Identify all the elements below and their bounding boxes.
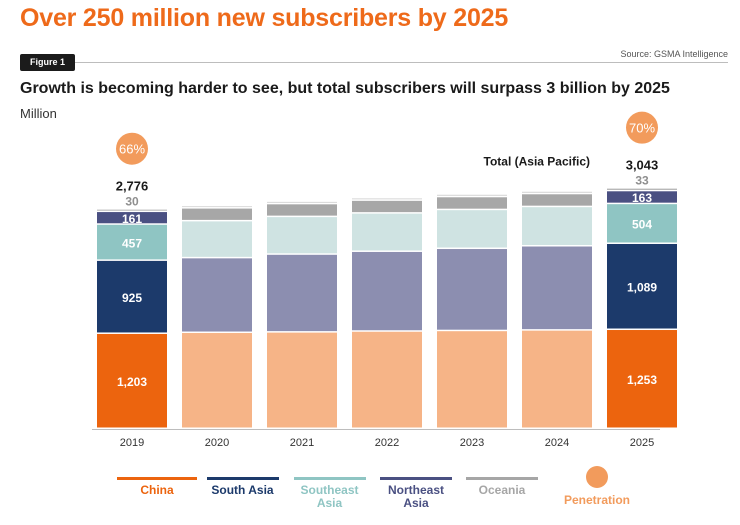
data-label-northeast-asia-2019: 161 [122, 212, 142, 226]
data-label-south-asia-2019: 925 [122, 291, 142, 305]
data-label-china-2025: 1,253 [627, 373, 657, 387]
legend-swatch-oceania [466, 477, 538, 480]
bar-china-2023 [437, 331, 507, 428]
legend-item-southeast-asia: Southeast Asia [292, 477, 367, 510]
data-label-china-2019: 1,203 [117, 375, 147, 389]
legend-label-oceania: Oceania [478, 483, 526, 497]
data-label-southeast-asia-2025: 504 [632, 218, 652, 232]
x-tick-label-2019: 2019 [120, 437, 144, 449]
bar-southeast-asia-2021 [267, 217, 337, 254]
bar-china-2022 [352, 331, 422, 428]
bar-southeast-asia-2023 [437, 210, 507, 248]
legend-swatch-china [117, 477, 197, 480]
legend-swatch-south-asia [206, 477, 279, 480]
legend-label-penetration: Penetration [563, 493, 630, 507]
bar-south-asia-2024 [522, 246, 592, 330]
bar-northeast-asia-2019 [97, 212, 167, 224]
bar-southeast-asia-2024 [522, 207, 592, 246]
source-note: Source: GSMA Intelligence [620, 49, 728, 59]
bar-china-2019 [97, 333, 167, 428]
bar-southeast-asia-2025 [607, 204, 677, 243]
legend-item-south-asia: South Asia [200, 477, 285, 497]
bar-oceania-2025 [607, 188, 677, 190]
bar-oceania-2020 [182, 206, 252, 208]
legend-label-southeast-asia: Southeast Asia [300, 483, 359, 510]
bar-northeast-asia-2023 [437, 197, 507, 209]
legend-swatch-penetration [586, 466, 608, 488]
bar-oceania-2022 [352, 198, 422, 200]
x-tick-label-2025: 2025 [630, 437, 654, 449]
penetration-label-2025: 70% [629, 121, 655, 136]
bar-northeast-asia-2022 [352, 200, 422, 213]
x-tick-label-2022: 2022 [375, 437, 399, 449]
data-label-oceania-2025: 33 [635, 174, 649, 188]
legend-item-china: China [112, 477, 202, 497]
bar-northeast-asia-2020 [182, 208, 252, 220]
bar-southeast-asia-2020 [182, 221, 252, 257]
bar-southeast-asia-2019 [97, 224, 167, 260]
stacked-bar-chart: 1,203 925 457 161 30 2019 2,776 66% 2020 2021 2022… [92, 111, 677, 449]
legend-label-northeast-asia: Northeast Asia [387, 483, 444, 510]
bar-northeast-asia-2024 [522, 194, 592, 206]
bar-south-asia-2022 [352, 251, 422, 331]
bar-oceania-2019 [97, 209, 167, 211]
data-label-south-asia-2025: 1,089 [627, 280, 657, 294]
bar-south-asia-2023 [437, 249, 507, 330]
legend-label-south-asia: South Asia [211, 483, 274, 497]
data-label-southeast-asia-2019: 457 [122, 236, 142, 250]
x-tick-label-2024: 2024 [545, 437, 569, 449]
bar-china-2020 [182, 333, 252, 428]
bar-china-2024 [522, 330, 592, 428]
penetration-bubble-2019 [116, 132, 148, 165]
penetration-bubble-2025 [626, 111, 658, 144]
bar-oceania-2023 [437, 194, 507, 196]
total-caption: Total (Asia Pacific) [484, 155, 590, 169]
bar-south-asia-2021 [267, 254, 337, 332]
penetration-label-2019: 66% [119, 142, 145, 157]
bar-southeast-asia-2022 [352, 213, 422, 251]
x-tick-label-2020: 2020 [205, 437, 229, 449]
figure-badge: Figure 1 [20, 54, 76, 71]
legend-item-penetration: Penetration [552, 466, 642, 507]
chart-title: Growth is becoming harder to see, but to… [20, 80, 670, 97]
bar-china-2021 [267, 332, 337, 428]
x-tick-label-2021: 2021 [290, 437, 314, 449]
x-tick-label-2023: 2023 [460, 437, 484, 449]
bar-northeast-asia-2021 [267, 204, 337, 216]
bar-south-asia-2019 [97, 260, 167, 333]
data-label-oceania-2019: 30 [125, 195, 139, 209]
legend-item-northeast-asia: Northeast Asia [377, 477, 455, 510]
unit-label: Million [20, 106, 57, 121]
bar-northeast-asia-2025 [607, 191, 677, 203]
bar-south-asia-2025 [607, 243, 677, 329]
total-label-2025: 3,043 [626, 158, 659, 173]
bar-china-2025 [607, 330, 677, 428]
headline: Over 250 million new subscribers by 2025 [20, 4, 509, 32]
bar-oceania-2021 [267, 201, 337, 203]
legend-swatch-southeast-asia [293, 477, 366, 480]
data-label-northeast-asia-2025: 163 [632, 191, 652, 205]
header-rule [20, 62, 728, 63]
bar-oceania-2024 [522, 191, 592, 193]
bar-south-asia-2020 [182, 258, 252, 332]
legend-item-oceania: Oceania [462, 477, 542, 497]
legend-swatch-northeast-asia [380, 477, 452, 480]
legend-label-china: China [140, 483, 174, 497]
total-label-2019: 2,776 [116, 179, 149, 194]
